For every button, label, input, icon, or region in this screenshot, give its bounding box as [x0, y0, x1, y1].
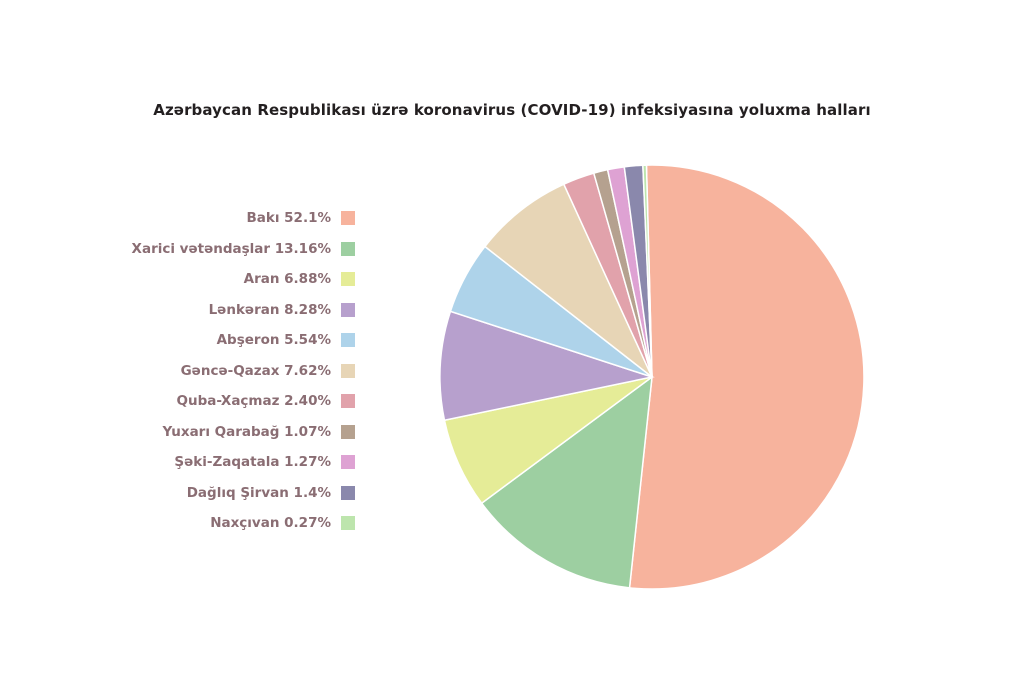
legend-label: Bakı 52.1%	[246, 210, 331, 227]
legend-label: Şəki-Zaqatala 1.27%	[174, 454, 331, 471]
pie-slice	[480, 375, 653, 589]
legend-item: Şəki-Zaqatala 1.27%	[100, 447, 355, 478]
legend-item: Gəncə-Qazax 7.62%	[100, 356, 355, 387]
legend-swatch	[341, 302, 355, 317]
legend-label: Naxçıvan 0.27%	[210, 515, 331, 532]
chart-title: Azərbaycan Respublikası üzrə koronavirus…	[153, 101, 871, 119]
legend-swatch	[341, 455, 355, 470]
legend-swatch	[341, 333, 355, 348]
legend-item: Bakı 52.1%	[100, 203, 355, 234]
legend-item: Yuxarı Qarabağ 1.07%	[100, 417, 355, 448]
legend: Bakı 52.1% Xarici vətəndaşlar 13.16% Aran …	[100, 203, 355, 539]
legend-label: Yuxarı Qarabağ 1.07%	[162, 423, 331, 440]
legend-swatch	[341, 211, 355, 226]
pie-slice	[483, 183, 653, 378]
legend-swatch	[341, 424, 355, 439]
legend-item: Naxçıvan 0.27%	[100, 508, 355, 539]
legend-item: Dağlıq Şirvan 1.4%	[100, 478, 355, 509]
legend-item: Abşeron 5.54%	[100, 325, 355, 356]
legend-label: Lənkəran 8.28%	[208, 301, 331, 318]
legend-swatch	[341, 272, 355, 287]
pie-slice	[642, 164, 653, 378]
pie-slice	[628, 164, 865, 590]
legend-swatch	[341, 394, 355, 409]
legend-swatch	[341, 516, 355, 531]
legend-label: Aran 6.88%	[243, 271, 331, 288]
legend-swatch	[341, 363, 355, 378]
legend-swatch	[341, 241, 355, 256]
legend-label: Gəncə-Qazax 7.62%	[180, 362, 331, 379]
legend-item: Quba-Xaçmaz 2.40%	[100, 386, 355, 417]
legend-label: Dağlıq Şirvan 1.4%	[186, 484, 331, 501]
pie-slice	[439, 310, 655, 422]
legend-item: Xarici vətəndaşlar 13.16%	[100, 234, 355, 265]
legend-label: Abşeron 5.54%	[216, 332, 331, 349]
legend-label: Quba-Xaçmaz 2.40%	[176, 393, 331, 410]
legend-item: Aran 6.88%	[100, 264, 355, 295]
legend-item: Lənkəran 8.28%	[100, 295, 355, 326]
legend-label: Xarici vətəndaşlar 13.16%	[131, 240, 331, 257]
legend-swatch	[341, 485, 355, 500]
